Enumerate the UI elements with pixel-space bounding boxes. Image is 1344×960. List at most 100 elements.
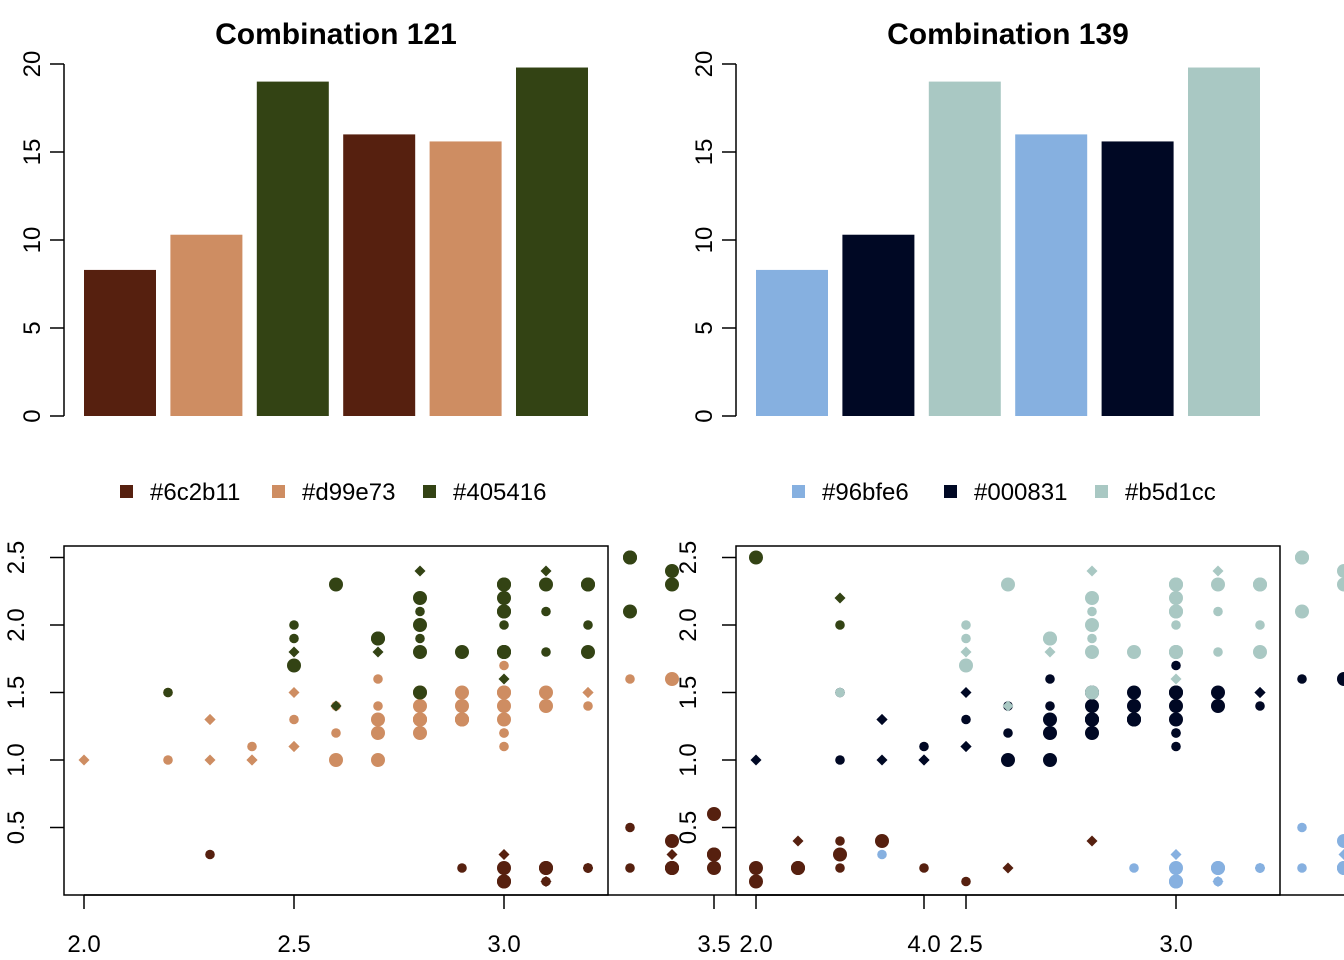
- point-circle: [1043, 753, 1057, 767]
- point-circle: [455, 685, 469, 700]
- point-circle: [541, 876, 551, 887]
- y-tick-label: 1.0: [3, 743, 30, 776]
- point-circle: [959, 658, 973, 673]
- point-circle: [625, 863, 635, 873]
- point-circle: [1087, 606, 1097, 617]
- point-circle: [1171, 863, 1181, 873]
- point-circle: [1295, 550, 1309, 565]
- point-diamond: [372, 646, 384, 658]
- point-circle: [373, 674, 383, 684]
- point-circle: [961, 620, 971, 630]
- point-circle: [163, 755, 173, 765]
- point-diamond: [960, 646, 972, 658]
- point-circle: [371, 753, 385, 767]
- x-tick-label: 3.0: [1159, 931, 1192, 958]
- point-circle: [1213, 647, 1223, 657]
- y-tick-label: 1.0: [675, 743, 702, 776]
- point-circle: [413, 645, 427, 659]
- point-circle: [413, 699, 427, 713]
- x-tick-label: 3.0: [487, 931, 520, 958]
- point-circle: [583, 579, 593, 590]
- point-circle: [373, 701, 383, 711]
- x-tick-label: 2.0: [739, 931, 772, 958]
- point-diamond: [498, 673, 510, 685]
- point-circle: [497, 577, 511, 592]
- points: [78, 550, 1098, 889]
- legend-label: #d99e73: [302, 479, 395, 506]
- point-circle: [371, 631, 385, 646]
- point-circle: [625, 822, 635, 833]
- point-circle: [497, 645, 511, 659]
- bar: [842, 234, 915, 416]
- points: [750, 550, 1344, 889]
- x-axis: 2.02.53.03.54.0: [739, 894, 1344, 958]
- y-tick-label: 5: [691, 321, 718, 334]
- point-diamond: [1002, 700, 1014, 712]
- point-circle: [1297, 863, 1307, 873]
- point-circle: [1297, 822, 1307, 833]
- point-circle: [1085, 591, 1099, 605]
- point-circle: [623, 550, 637, 565]
- point-circle: [1085, 618, 1099, 632]
- point-circle: [835, 863, 845, 873]
- point-circle: [961, 714, 971, 725]
- y-tick-label: 15: [691, 139, 718, 166]
- point-circle: [707, 807, 721, 821]
- point-circle: [835, 849, 845, 860]
- point-circle: [583, 701, 593, 711]
- point-circle: [1253, 645, 1267, 659]
- point-circle: [1169, 577, 1183, 592]
- point-circle: [455, 712, 469, 727]
- legend-label: #000831: [974, 479, 1067, 506]
- point-circle: [457, 863, 467, 873]
- point-circle: [455, 699, 469, 713]
- point-circle: [371, 712, 385, 727]
- legend-swatch: [272, 485, 285, 498]
- point-diamond: [1338, 835, 1344, 847]
- plot-frame: [735, 545, 1281, 896]
- point-circle: [1087, 633, 1097, 644]
- legend-label: #b5d1cc: [1125, 479, 1216, 506]
- point-diamond: [540, 565, 552, 577]
- point-circle: [1255, 863, 1265, 873]
- point-circle: [1085, 685, 1099, 700]
- point-circle: [749, 874, 763, 889]
- bars: [756, 67, 1260, 417]
- point-circle: [1127, 699, 1141, 713]
- point-diamond: [246, 754, 258, 766]
- point-circle: [497, 591, 511, 605]
- point-circle: [331, 728, 341, 738]
- x-tick-label: 2.5: [277, 931, 310, 958]
- point-circle: [499, 728, 509, 738]
- point-circle: [329, 577, 343, 592]
- point-diamond: [330, 700, 342, 712]
- point-diamond: [876, 714, 888, 725]
- point-circle: [581, 645, 595, 659]
- point-circle: [497, 699, 511, 713]
- bar: [1101, 141, 1174, 416]
- point-diamond: [1170, 673, 1182, 685]
- point-circle: [877, 849, 887, 860]
- point-circle: [289, 620, 299, 630]
- point-circle: [707, 861, 721, 875]
- point-circle: [415, 633, 425, 644]
- point-circle: [1171, 741, 1181, 752]
- point-diamond: [876, 754, 888, 766]
- bar: [343, 134, 416, 416]
- point-circle: [1169, 645, 1183, 659]
- point-circle: [835, 755, 845, 765]
- point-circle: [1043, 726, 1057, 740]
- point-circle: [289, 714, 299, 725]
- legend-swatch: [792, 485, 805, 498]
- point-diamond: [498, 876, 510, 887]
- point-circle: [1171, 728, 1181, 738]
- point-circle: [1213, 606, 1223, 617]
- point-circle: [583, 863, 593, 873]
- point-circle: [961, 633, 971, 644]
- point-circle: [1337, 672, 1344, 686]
- point-diamond: [1338, 849, 1344, 860]
- point-circle: [329, 753, 343, 767]
- bar: [256, 81, 329, 416]
- y-tick-label: 10: [691, 227, 718, 254]
- bar: [516, 67, 588, 417]
